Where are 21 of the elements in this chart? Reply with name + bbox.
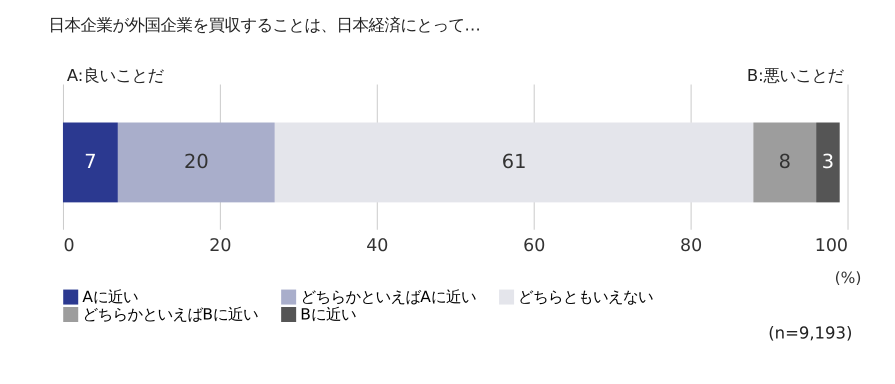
legend-label: どちらかといえばBに近い (82, 305, 258, 324)
legend-label: Bに近い (300, 305, 356, 324)
data-label: 20 (184, 150, 209, 174)
data-label: 8 (778, 150, 791, 174)
x-tick-label: 60 (523, 236, 546, 256)
text: (n=9,193) (768, 324, 852, 343)
x-tick-label: 0 (63, 236, 75, 256)
annotation: A:良いことだ (66, 66, 164, 86)
x-tick-label: 80 (680, 236, 702, 256)
annotation: B:悪いことだ (746, 66, 844, 86)
x-tick-label: 100 (814, 236, 848, 256)
data-label: 3 (822, 150, 834, 174)
legend-label: どちらかといえばAに近い (300, 288, 476, 306)
data-label: 7 (84, 150, 97, 174)
chart-title: 日本企業が外国企業を買収することは、日本経済にとって… (48, 16, 481, 35)
legend-label: Aに近い (82, 288, 138, 306)
x-axis-title: (%) (834, 269, 862, 288)
legend-label: どちらともいえない (518, 288, 654, 306)
data-label: 61 (502, 150, 526, 174)
x-tick-label: 20 (209, 236, 232, 256)
x-tick-label: 40 (366, 236, 388, 256)
